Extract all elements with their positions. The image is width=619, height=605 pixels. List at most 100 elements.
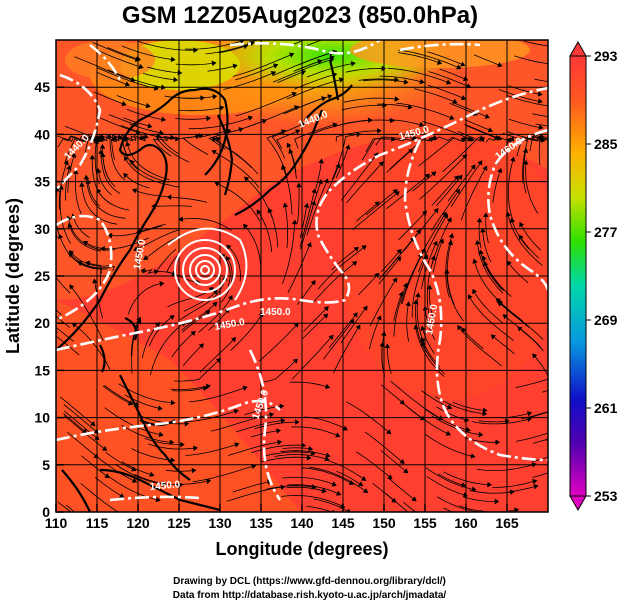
- streamline-arrowhead: [350, 61, 356, 67]
- streamline: [482, 256, 512, 297]
- streamline: [260, 358, 298, 384]
- streamline: [167, 196, 208, 203]
- streamline-arrowhead: [428, 137, 434, 143]
- streamline-arrowhead: [325, 452, 331, 458]
- streamline: [426, 255, 435, 316]
- streamline: [415, 300, 425, 349]
- y-tick-label: 40: [34, 126, 50, 142]
- streamline: [151, 205, 192, 207]
- streamline: [286, 486, 327, 492]
- streamline: [97, 168, 112, 196]
- streamline: [232, 480, 272, 493]
- streamline-arrowhead: [131, 477, 138, 483]
- streamline: [333, 324, 361, 374]
- streamline: [297, 183, 300, 224]
- streamline: [254, 421, 299, 430]
- y-tick-label: 35: [34, 174, 50, 190]
- streamline-arrowhead: [386, 429, 392, 435]
- streamline: [228, 119, 267, 133]
- streamline: [174, 358, 221, 382]
- streamline-arrowhead: [136, 316, 142, 323]
- colorbar-tick-label: 269: [594, 312, 618, 328]
- streamline: [365, 189, 398, 216]
- streamline: [523, 40, 548, 47]
- streamline-arrowhead: [469, 136, 475, 142]
- streamline: [164, 95, 205, 99]
- streamline-arrowhead: [28, 266, 32, 270]
- streamline-arrowhead: [494, 498, 500, 505]
- streamline: [123, 173, 150, 189]
- streamline-arrowhead: [46, 261, 50, 265]
- streamline-arrowhead: [494, 134, 500, 141]
- streamline-arrowhead: [431, 171, 437, 177]
- streamline-arrowhead: [211, 150, 217, 155]
- streamline: [492, 480, 537, 488]
- streamline: [147, 443, 198, 450]
- streamline-arrowhead: [139, 134, 145, 141]
- streamline-arrowhead: [226, 244, 232, 250]
- streamline-arrowhead: [436, 59, 443, 65]
- streamline: [508, 118, 543, 129]
- streamline: [156, 135, 190, 163]
- colorbar-scale: [569, 55, 587, 497]
- streamline-arrowhead: [342, 425, 349, 431]
- streamline: [421, 326, 435, 354]
- streamline-arrowhead: [522, 159, 529, 165]
- streamline-arrowhead: [433, 207, 439, 214]
- streamline-arrowhead: [357, 481, 364, 487]
- streamline: [289, 149, 297, 179]
- streamline-arrowhead: [317, 59, 323, 65]
- streamline-arrowhead: [461, 327, 467, 333]
- streamline: [57, 501, 72, 512]
- streamline-arrowhead: [131, 466, 137, 472]
- streamline-arrowhead: [143, 255, 149, 261]
- streamline-arrowhead: [214, 181, 220, 187]
- streamline-arrowhead: [374, 201, 380, 207]
- streamline-arrowhead: [471, 486, 477, 492]
- streamline-arrowhead: [173, 76, 179, 83]
- streamline: [310, 179, 322, 214]
- streamline: [175, 480, 211, 485]
- streamline-arrowhead: [460, 137, 466, 143]
- streamline-arrowhead: [384, 343, 391, 349]
- streamline-arrowhead: [467, 294, 473, 300]
- streamline-arrowhead: [308, 445, 314, 452]
- streamline-arrowhead: [502, 314, 508, 320]
- streamline-arrowhead: [495, 439, 501, 446]
- streamline-arrowhead: [457, 174, 463, 181]
- streamline-arrowhead: [270, 70, 277, 77]
- streamline-arrowhead: [460, 482, 467, 488]
- streamline-arrowhead: [487, 127, 494, 133]
- streamline-arrowhead: [483, 212, 489, 218]
- colorbar-tick-label: 293: [594, 48, 618, 64]
- streamline-arrowhead: [310, 450, 316, 456]
- streamline: [293, 40, 306, 45]
- streamline: [107, 47, 141, 61]
- streamline: [272, 51, 334, 76]
- streamline: [67, 153, 76, 193]
- streamline-arrowhead: [396, 256, 402, 262]
- streamline: [398, 49, 461, 69]
- streamline-arrowhead: [487, 481, 492, 488]
- streamline-arrowhead: [215, 136, 221, 142]
- streamline: [226, 486, 285, 502]
- streamline-arrowhead: [331, 481, 337, 487]
- streamline: [143, 237, 178, 260]
- streamline-arrowhead: [310, 279, 316, 286]
- streamline-arrowhead: [589, 364, 593, 368]
- streamline: [387, 344, 392, 374]
- streamline: [142, 72, 178, 81]
- streamline: [507, 212, 543, 266]
- streamline-arrowhead: [288, 148, 294, 155]
- streamline-arrowhead: [533, 484, 539, 490]
- streamline-arrowhead: [123, 155, 129, 162]
- streamline-arrowhead: [537, 134, 544, 140]
- streamline-arrowhead: [282, 202, 289, 208]
- streamline-arrowhead: [394, 76, 400, 83]
- streamline-arrowhead: [303, 202, 310, 208]
- streamline-arrowhead: [99, 144, 106, 149]
- streamline: [380, 384, 405, 405]
- streamline: [179, 276, 226, 321]
- streamline-arrowhead: [460, 61, 466, 67]
- streamline: [343, 97, 399, 103]
